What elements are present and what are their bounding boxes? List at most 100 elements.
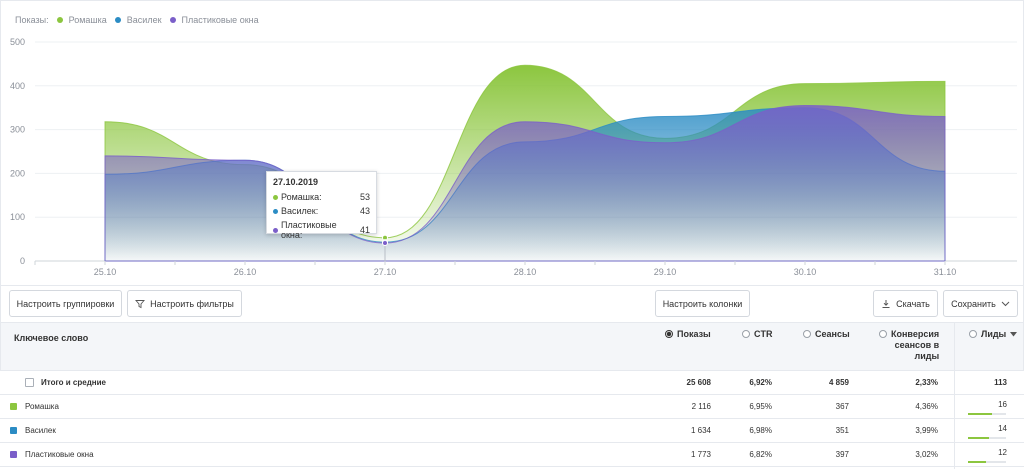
row-sessions: 397 <box>835 450 849 459</box>
row-ctr: 6,98% <box>749 426 772 435</box>
row-conversion: 4,36% <box>915 402 938 411</box>
legend-item-okna[interactable]: Пластиковые окна <box>181 15 259 25</box>
legend-item-vasilek[interactable]: Василек <box>126 15 162 25</box>
hover-point <box>382 240 388 247</box>
sort-radio-conversion[interactable] <box>879 330 887 338</box>
column-header-sessions-label: Сеансы <box>815 329 850 339</box>
row-leads-link[interactable]: 14 <box>998 424 1007 433</box>
download-icon <box>882 299 890 308</box>
row-sessions: 367 <box>835 402 849 411</box>
tooltip-series-value: 43 <box>359 206 370 216</box>
leads-share-bar <box>968 413 1006 415</box>
sort-radio-sessions[interactable] <box>803 330 811 338</box>
leads-share-bar <box>968 461 1006 463</box>
configure-columns-label: Настроить колонки <box>662 298 743 309</box>
column-header-conversion[interactable]: Конверсия сеансов в лиды <box>879 329 939 362</box>
conversion-label-line: сеансов в <box>894 340 940 350</box>
tooltip-date: 27.10.2019 <box>273 177 319 187</box>
keyword-name: Пластиковые окна <box>25 450 94 459</box>
table-row-total: Итого и средние 25 608 6,92% 4 859 2,33%… <box>0 371 1024 395</box>
configure-groupings-button[interactable]: Настроить группировки <box>9 290 122 317</box>
series-color-swatch <box>10 451 17 458</box>
save-dropdown-button[interactable]: Сохранить <box>943 290 1018 317</box>
sort-desc-icon <box>1010 332 1018 337</box>
total-ctr: 6,92% <box>749 378 772 387</box>
tooltip-series-name: Василек: <box>281 206 319 216</box>
row-sessions: 351 <box>835 426 849 435</box>
chart-legend: Показы: Ромашка Василек Пластиковые окна <box>15 15 259 25</box>
legend-dot-vasilek <box>114 17 121 23</box>
table-row[interactable]: Пластиковые окна 1 773 6,82% 397 3,02% 1… <box>0 443 1024 467</box>
x-tick-label: 30.10 <box>794 267 817 277</box>
leads-share-bar <box>968 437 1006 439</box>
column-header-leads-label: Лиды <box>981 329 1007 339</box>
x-tick-label: 25.10 <box>94 267 117 277</box>
tooltip-series-name: Пластиковые окна: <box>280 220 337 240</box>
tooltip-series-value: 41 <box>359 225 370 235</box>
y-tick-label: 300 <box>10 125 25 135</box>
download-button[interactable]: Скачать <box>873 290 938 317</box>
column-header-impressions[interactable]: Показы <box>665 329 711 339</box>
x-tick-label: 29.10 <box>654 267 677 277</box>
row-impressions: 1 773 <box>690 450 711 459</box>
row-impressions: 1 634 <box>690 426 711 435</box>
total-label: Итого и средние <box>41 378 106 387</box>
sort-radio-impressions[interactable] <box>665 330 673 338</box>
sort-radio-ctr[interactable] <box>742 330 750 338</box>
tooltip-row: Ромашка: 53 <box>273 192 370 202</box>
y-tick-label: 100 <box>10 212 25 222</box>
sort-radio-leads[interactable] <box>969 330 977 338</box>
keyword-name: Ромашка <box>25 402 59 411</box>
legend-item-romashka[interactable]: Ромашка <box>68 15 107 25</box>
tooltip-series-name: Ромашка: <box>281 192 322 202</box>
configure-filters-label: Настроить фильтры <box>150 298 234 309</box>
y-tick-label: 400 <box>10 81 25 91</box>
tooltip-row: Василек: 43 <box>273 206 370 216</box>
column-header-impressions-label: Показы <box>677 329 711 339</box>
leads-share-fill <box>968 461 987 463</box>
save-label: Сохранить <box>951 298 996 309</box>
configure-filters-button[interactable]: Настроить фильтры <box>127 290 242 317</box>
legend-title: Показы: <box>15 15 49 25</box>
total-sessions: 4 859 <box>828 378 849 387</box>
table-row[interactable]: Василек 1 634 6,98% 351 3,99% 14 <box>0 419 1024 443</box>
total-conversion: 2,33% <box>915 378 938 387</box>
tooltip-row: Пластиковые окна: 41 <box>273 220 370 240</box>
configure-groupings-label: Настроить группировки <box>16 298 115 309</box>
table-row[interactable]: Ромашка 2 116 6,95% 367 4,36% 16 <box>0 395 1024 419</box>
column-divider <box>954 322 955 469</box>
series-area[interactable] <box>104 105 946 262</box>
column-header-keyword: Ключевое слово <box>14 333 88 343</box>
x-tick-label: 28.10 <box>514 267 537 277</box>
chevron-down-icon <box>1001 301 1010 306</box>
table-header: Ключевое слово Показы CTR Сеансы Конверс… <box>0 322 1024 371</box>
column-header-conversion-label: Конверсия сеансов в лиды <box>891 329 939 362</box>
x-tick-label: 26.10 <box>234 267 257 277</box>
leads-share-fill <box>968 413 992 415</box>
keywords-table: Ключевое слово Показы CTR Сеансы Конверс… <box>0 322 1024 469</box>
configure-columns-button[interactable]: Настроить колонки <box>655 290 750 317</box>
select-all-checkbox[interactable] <box>25 378 34 387</box>
total-leads: 113 <box>994 378 1007 387</box>
total-impressions: 25 608 <box>686 378 711 387</box>
conversion-label-line: лиды <box>914 351 940 361</box>
y-tick-label: 200 <box>10 168 25 178</box>
x-tick-label: 31.10 <box>934 267 957 277</box>
x-tick-label: 27.10 <box>374 267 397 277</box>
table-toolbar: Настроить группировки Настроить фильтры … <box>0 285 1024 323</box>
chart-tooltip: 27.10.2019 Ромашка: 53 Василек: 43 Пласт… <box>266 171 377 240</box>
y-tick-label: 500 <box>10 37 25 47</box>
tooltip-dot <box>273 208 278 214</box>
filter-icon <box>135 299 146 308</box>
column-header-keyword-label: Ключевое слово <box>14 333 89 343</box>
legend-dot-okna <box>169 17 176 23</box>
row-leads-link[interactable]: 16 <box>998 400 1007 409</box>
column-header-leads[interactable]: Лиды <box>969 329 1018 339</box>
row-leads-link[interactable]: 12 <box>998 448 1007 457</box>
column-header-sessions[interactable]: Сеансы <box>803 329 850 339</box>
conversion-label-line: Конверсия <box>891 329 940 339</box>
row-conversion: 3,99% <box>915 426 938 435</box>
legend-dot-romashka <box>56 17 63 23</box>
column-header-ctr[interactable]: CTR <box>742 329 773 339</box>
tooltip-dot <box>273 227 278 233</box>
